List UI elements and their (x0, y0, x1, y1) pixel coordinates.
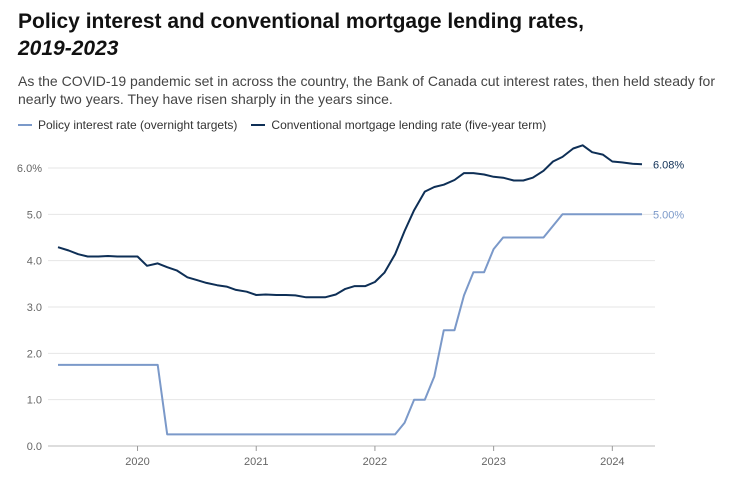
x-tick-label: 2022 (363, 456, 387, 468)
y-tick-label: 2.0 (27, 348, 42, 360)
chart-title-line2: 2019-2023 (18, 37, 119, 60)
legend-item-policy: Policy interest rate (overnight targets) (18, 118, 237, 132)
y-tick-label: 0.0 (27, 441, 42, 453)
y-tick-label: 4.0 (27, 256, 42, 268)
x-tick-label: 2021 (244, 456, 268, 468)
series-line-policy (58, 213, 642, 436)
y-tick-label: 3.0 (27, 302, 42, 314)
chart-subtitle: As the COVID-19 pandemic set in across t… (18, 73, 715, 107)
chart-title: Policy interest and conventional mortgag… (18, 8, 718, 62)
y-tick-label: 6.0% (17, 163, 42, 175)
legend-swatch-mortgage (251, 124, 266, 126)
legend-label-mortgage: Conventional mortgage lending rate (five… (271, 118, 547, 132)
end-label-mortgage: 6.08% (653, 159, 684, 171)
legend-swatch-policy (18, 124, 32, 126)
x-tick-label: 2024 (600, 456, 624, 468)
chart-legend: Policy interest rate (overnight targets)… (18, 118, 546, 132)
y-tick-label: 1.0 (27, 395, 42, 407)
series-line-mortgage (57, 144, 643, 299)
legend-label-policy: Policy interest rate (overnight targets) (38, 118, 238, 132)
end-label-policy: 5.00% (653, 209, 684, 221)
x-tick-label: 2023 (481, 456, 505, 468)
y-tick-label: 5.0 (27, 209, 42, 221)
chart-title-line1: Policy interest and conventional mortgag… (18, 10, 584, 33)
legend-item-mortgage: Conventional mortgage lending rate (five… (251, 118, 546, 132)
x-tick-label: 2020 (125, 456, 149, 468)
